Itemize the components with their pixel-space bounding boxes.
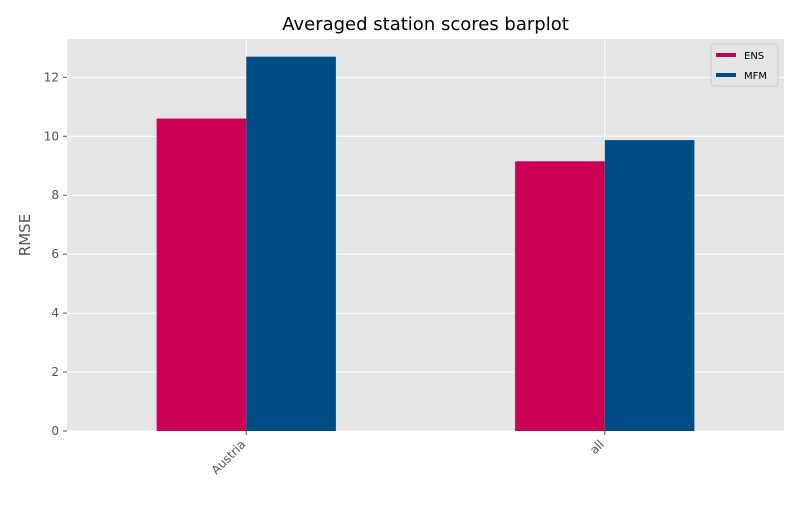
x-tick-label: all [587, 437, 607, 457]
y-axis-ticks: 0 2 4 6 8 10 12 [44, 70, 67, 438]
bar-mfm-austria [246, 56, 336, 432]
y-axis-label: RMSE [16, 214, 34, 256]
y-tick-label: 2 [51, 365, 59, 379]
y-tick-label: 12 [44, 70, 59, 84]
legend-label-ens: ENS [744, 51, 764, 62]
y-tick-label: 6 [51, 247, 59, 261]
bar-ens-austria [156, 118, 247, 431]
legend: ENS MFM [710, 43, 779, 87]
x-axis-ticks: Austria all [208, 431, 607, 477]
y-tick-label: 8 [51, 188, 59, 202]
bar-ens-all [515, 161, 605, 431]
y-tick-label: 4 [51, 306, 59, 320]
chart-title: Averaged station scores barplot [282, 14, 569, 35]
y-tick-label: 0 [51, 424, 59, 438]
x-tick-label: Austria [208, 437, 248, 477]
bars [156, 56, 695, 432]
y-tick-label: 10 [44, 129, 59, 143]
legend-label-mfm: MFM [744, 71, 767, 82]
bar-mfm-all [604, 140, 695, 432]
